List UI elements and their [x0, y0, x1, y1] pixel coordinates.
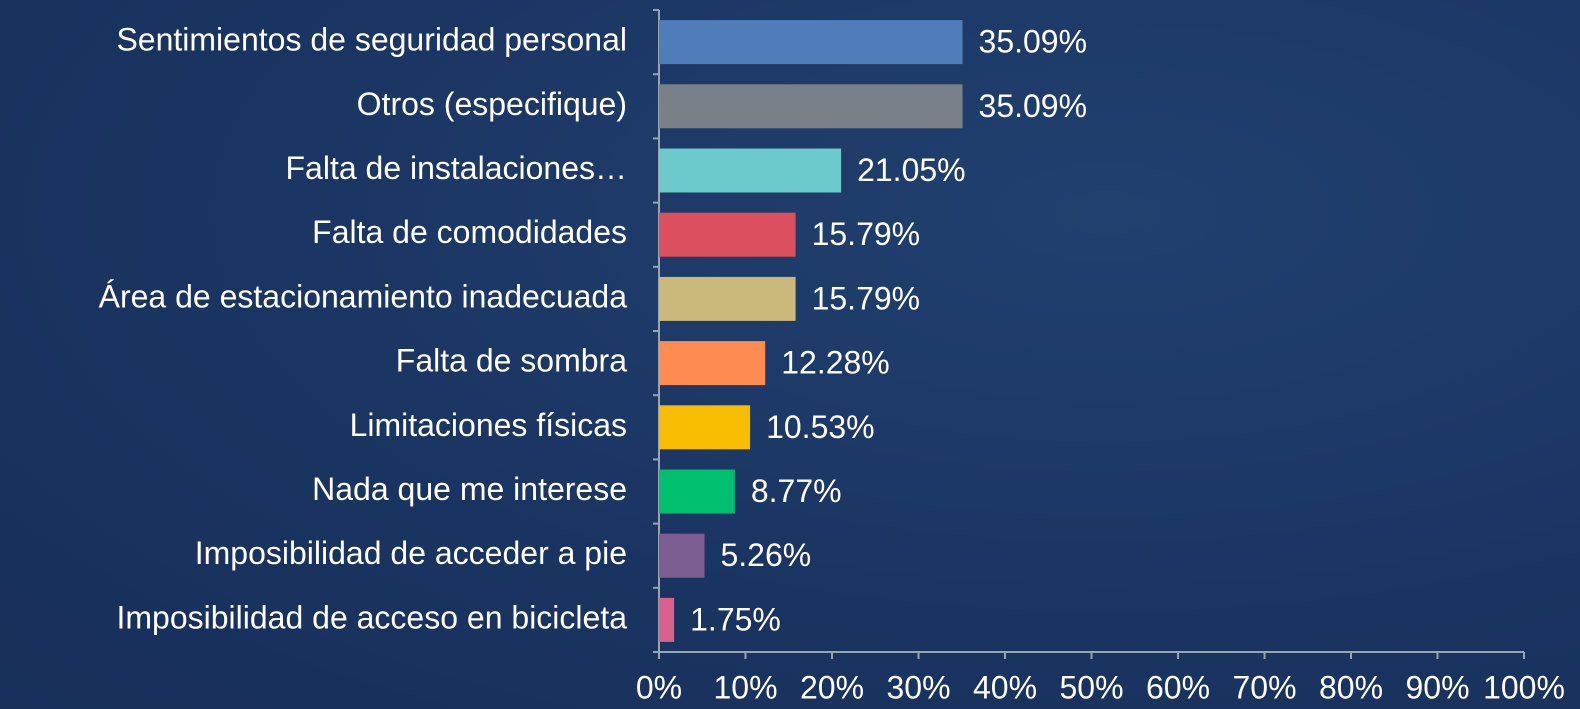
- value-label: 35.09%: [979, 88, 1088, 124]
- value-label: 1.75%: [690, 601, 781, 637]
- value-label: 8.77%: [751, 473, 842, 509]
- y-tick-label: Otros (especifique): [357, 86, 627, 122]
- y-tick-label: Área de estacionamiento inadecuada: [99, 278, 628, 314]
- value-label: 35.09%: [979, 24, 1088, 60]
- x-tick-label: 20%: [800, 669, 864, 705]
- x-tick-label: 70%: [1232, 669, 1296, 705]
- x-tick-label: 0%: [636, 669, 682, 705]
- value-label: 12.28%: [781, 345, 890, 381]
- x-tick-label: 80%: [1319, 669, 1383, 705]
- y-tick-label: Falta de sombra: [396, 343, 627, 379]
- x-tick-label: 30%: [886, 669, 950, 705]
- x-tick-label: 90%: [1405, 669, 1469, 705]
- y-tick-label: Limitaciones físicas: [350, 407, 627, 443]
- bar: [659, 341, 766, 386]
- x-tick-label: 10%: [713, 669, 777, 705]
- bar: [659, 276, 796, 321]
- y-tick-label: Falta de instalaciones…: [285, 150, 627, 186]
- value-label: 21.05%: [857, 152, 966, 188]
- value-label: 15.79%: [812, 280, 921, 316]
- x-tick-label: 40%: [973, 669, 1037, 705]
- value-label: 5.26%: [720, 537, 811, 573]
- value-label: 15.79%: [812, 216, 921, 252]
- x-tick-label: 60%: [1146, 669, 1210, 705]
- x-tick-label: 50%: [1059, 669, 1123, 705]
- bar: [659, 597, 675, 642]
- y-tick-label: Imposibilidad de acceder a pie: [195, 535, 627, 571]
- bar: [659, 148, 842, 193]
- bar: [659, 405, 751, 450]
- y-tick-label: Nada que me interese: [312, 471, 627, 507]
- y-tick-label: Imposibilidad de acceso en bicicleta: [116, 599, 627, 635]
- value-label: 10.53%: [766, 409, 875, 445]
- bar: [659, 469, 735, 514]
- x-tick-label: 100%: [1483, 669, 1565, 705]
- y-tick-label: Sentimientos de seguridad personal: [116, 22, 627, 58]
- bar: [659, 212, 796, 257]
- y-tick-label: Falta de comodidades: [312, 214, 627, 250]
- bar: [659, 533, 705, 578]
- bar: [659, 20, 963, 65]
- bar: [659, 84, 963, 129]
